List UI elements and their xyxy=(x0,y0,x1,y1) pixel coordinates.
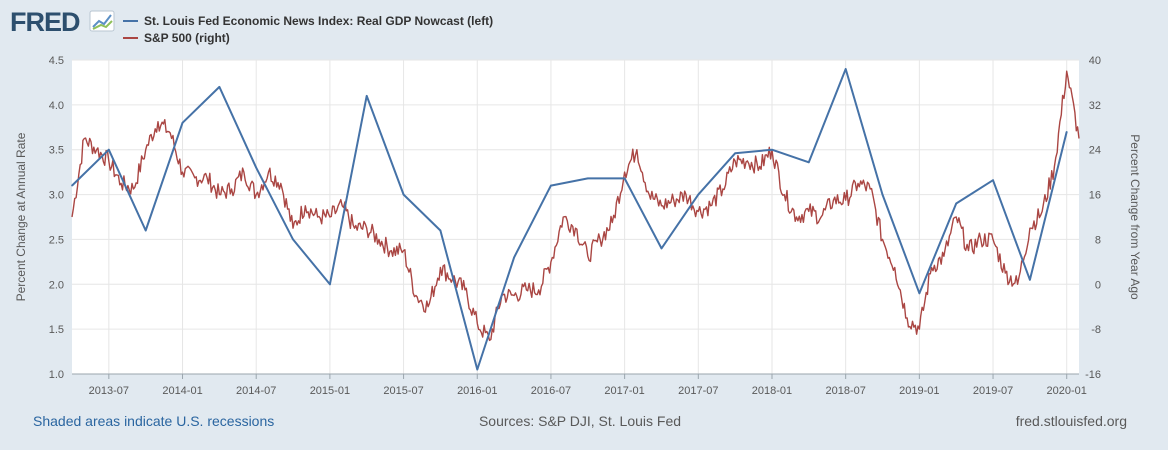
legend-item-gdp[interactable]: St. Louis Fed Economic News Index: Real … xyxy=(123,14,493,28)
x-tick-label: 2014-01 xyxy=(162,385,202,397)
legend-label-gdp: St. Louis Fed Economic News Index: Real … xyxy=(144,14,493,28)
gdp-point xyxy=(918,292,921,295)
gdp-point xyxy=(439,229,442,232)
x-tick-label: 2018-07 xyxy=(825,385,865,397)
gdp-point xyxy=(955,202,957,205)
chart-line-icon xyxy=(89,10,115,32)
fred-wordmark: FRED xyxy=(10,7,80,37)
y-left-tick-label: 2.0 xyxy=(49,279,64,291)
gdp-point xyxy=(992,179,994,182)
x-axis-ticks: 2013-07 2014-01 2014-07 2015-01 2015-07 2016-… xyxy=(72,373,1087,397)
y-left-tick-label: 1.5 xyxy=(49,324,64,336)
sources-text: Sources: S&P DJI, St. Louis Fed xyxy=(479,413,681,429)
y-left-tick-label: 2.5 xyxy=(49,234,64,246)
y-right-tick-label: 32 xyxy=(1089,100,1101,112)
y-right-tick-label: 0 xyxy=(1095,279,1101,291)
y-axis-left-label: Percent Change at Annual Rate xyxy=(14,132,28,301)
y-right-tick-label: -8 xyxy=(1091,324,1101,336)
gdp-point xyxy=(292,238,294,241)
gdp-point xyxy=(365,95,368,97)
x-tick-label: 2013-07 xyxy=(89,385,129,397)
y-left-tick-label: 3.5 xyxy=(49,145,64,157)
gdp-point xyxy=(808,161,810,164)
gdp-point xyxy=(697,193,700,196)
x-tick-label: 2017-07 xyxy=(678,385,718,397)
legend-label-sp500: S&P 500 (right) xyxy=(144,31,230,45)
x-tick-label: 2016-07 xyxy=(531,385,571,397)
sp500-line xyxy=(71,70,1080,342)
y-left-tick-label: 3.0 xyxy=(49,190,64,202)
y-left-tick-label: 4.5 xyxy=(49,55,64,67)
y-right-tick-label: 24 xyxy=(1089,145,1101,157)
x-tick-label: 2019-01 xyxy=(899,385,939,397)
recession-note-link[interactable]: Shaded areas indicate U.S. recessions xyxy=(33,413,274,429)
gdp-point xyxy=(255,166,258,169)
site-url[interactable]: fred.stlouisfed.org xyxy=(1016,413,1127,429)
y-left-tick-label: 1.0 xyxy=(49,369,64,381)
gdp-point xyxy=(513,256,515,259)
gdp-point xyxy=(329,283,331,286)
y-axis-left-ticks: 1.0 1.5 2.0 2.5 3.0 3.5 4.0 4.5 xyxy=(49,55,64,381)
gdp-point xyxy=(844,68,847,70)
legend: St. Louis Fed Economic News Index: Real … xyxy=(123,14,493,45)
gdp-point xyxy=(402,193,405,196)
series-lines xyxy=(71,68,1080,371)
gdp-point xyxy=(144,229,147,232)
x-tick-label: 2018-01 xyxy=(752,385,792,397)
gdp-point xyxy=(771,148,773,151)
x-tick-label: 2014-07 xyxy=(236,385,276,397)
gdp-point xyxy=(1065,130,1068,133)
gdp-nowcast-line xyxy=(71,68,1068,371)
x-tick-label: 2015-01 xyxy=(310,385,350,397)
y-right-tick-label: 8 xyxy=(1095,234,1101,246)
gdp-point xyxy=(218,86,221,88)
y-left-tick-label: 4.0 xyxy=(49,100,64,112)
gdp-point xyxy=(1029,279,1031,281)
gdp-point xyxy=(476,368,479,371)
x-tick-label: 2015-07 xyxy=(383,385,423,397)
y-right-tick-label: 16 xyxy=(1089,190,1101,202)
gdp-point xyxy=(550,184,552,187)
gdp-point xyxy=(881,193,884,196)
plot-area xyxy=(72,60,1079,374)
gdp-point xyxy=(71,184,73,187)
legend-item-sp500[interactable]: S&P 500 (right) xyxy=(123,31,230,45)
y-right-tick-label: 40 xyxy=(1089,55,1101,67)
gdp-point xyxy=(734,152,736,155)
x-tick-label: 2020-01 xyxy=(1047,385,1087,397)
x-tick-label: 2016-01 xyxy=(457,385,497,397)
gdp-point xyxy=(108,148,110,151)
x-tick-label: 2019-07 xyxy=(973,385,1013,397)
x-tick-label: 2017-01 xyxy=(604,385,644,397)
fred-logo[interactable]: FRED xyxy=(10,7,115,37)
gdp-point xyxy=(623,177,626,180)
y-axis-right-ticks: -16 -8 0 8 16 24 32 40 xyxy=(1085,55,1101,381)
gdp-point xyxy=(181,122,184,124)
y-right-tick-label: -16 xyxy=(1085,369,1101,381)
gdp-point xyxy=(660,247,663,250)
gdp-point xyxy=(586,177,589,180)
y-axis-right-label: Percent Change from Year Ago xyxy=(1128,134,1142,300)
